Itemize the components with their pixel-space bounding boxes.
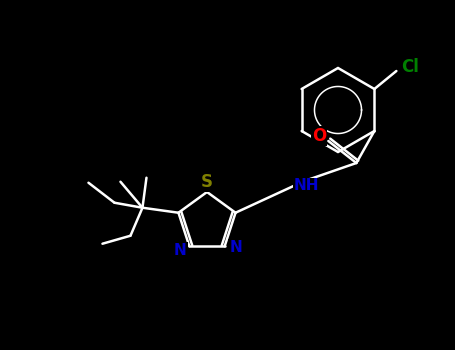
Text: NH: NH	[293, 178, 319, 194]
Text: O: O	[312, 127, 327, 145]
Text: N: N	[229, 240, 242, 255]
Text: Cl: Cl	[401, 58, 420, 76]
Text: N: N	[174, 243, 187, 258]
Text: S: S	[201, 173, 213, 191]
